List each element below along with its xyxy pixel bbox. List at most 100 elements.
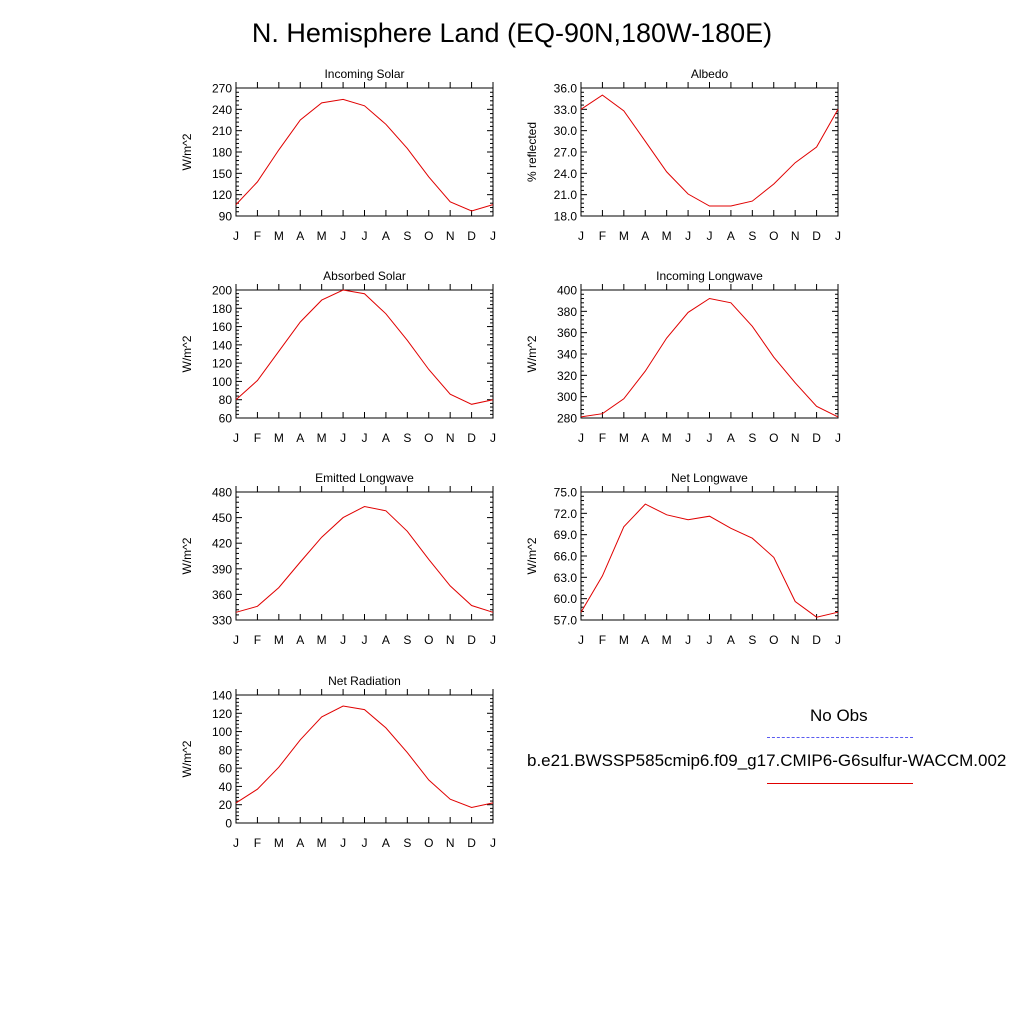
panel-title: Net Radiation [328,674,401,688]
x-tick-label: J [362,633,368,647]
x-tick-label: M [317,633,327,647]
y-axis-label: % reflected [525,122,539,182]
x-tick-label: S [748,633,756,647]
data-point [320,299,323,302]
x-tick-label: F [599,229,606,243]
data-point [449,393,452,396]
y-tick-label: 450 [212,511,232,525]
y-tick-label: 160 [212,320,232,334]
data-point [837,611,840,614]
data-point [687,192,690,195]
x-tick-label: M [662,633,672,647]
x-tick-label: O [424,836,433,850]
data-point [729,527,732,530]
data-point [299,321,302,324]
y-tick-label: 360 [557,326,577,340]
x-tick-label: J [490,431,496,445]
data-point [837,415,840,418]
data-point [708,515,711,518]
x-tick-label: O [424,431,433,445]
y-tick-label: 120 [212,707,232,721]
data-point [342,289,345,292]
y-axis-label: W/m^2 [180,133,194,170]
x-tick-label: A [296,229,304,243]
y-tick-label: 390 [212,562,232,576]
y-tick-label: 40 [219,780,233,794]
x-tick-label: A [641,229,649,243]
x-tick-label: M [619,431,629,445]
data-point [492,203,495,206]
data-point [320,536,323,539]
data-point [320,101,323,104]
data-point [299,738,302,741]
panel-title: Incoming Solar [324,67,404,81]
x-tick-label: A [296,836,304,850]
y-tick-label: 72.0 [554,507,578,521]
data-point [794,600,797,603]
y-tick-label: 150 [212,167,232,181]
data-point [665,337,668,340]
data-point [470,403,473,406]
panel-incoming-longwave: Incoming Longwave 280 300 320 340 360 380 400 J F… [525,269,841,445]
data-point [427,779,430,782]
panel-title: Emitted Longwave [315,471,414,485]
y-tick-label: 90 [219,210,233,224]
y-tick-label: 80 [219,743,233,757]
y-tick-label: 300 [557,390,577,404]
data-point [708,297,711,300]
data-point [299,560,302,563]
data-point [601,94,604,97]
data-point [363,292,366,295]
x-tick-label: S [748,431,756,445]
y-tick-label: 20 [219,798,233,812]
x-tick-label: M [619,229,629,243]
data-point [470,604,473,607]
y-tick-label: 18.0 [554,210,578,224]
x-tick-label: N [446,633,455,647]
data-point [580,415,583,418]
x-tick-label: A [382,431,390,445]
x-tick-label: M [662,431,672,445]
data-point [665,513,668,516]
x-tick-label: J [490,633,496,647]
x-tick-label: S [403,229,411,243]
y-tick-label: 340 [557,348,577,362]
x-tick-label: D [467,836,476,850]
y-tick-label: 60.0 [554,592,578,606]
x-tick-label: N [791,431,800,445]
data-point [644,503,647,506]
data-point [384,312,387,315]
y-tick-label: 120 [212,357,232,371]
data-point [665,170,668,173]
x-tick-label: A [382,633,390,647]
y-tick-label: 80 [219,393,233,407]
y-tick-label: 210 [212,124,232,138]
data-point [644,140,647,143]
data-point [815,146,818,149]
x-tick-label: J [233,431,239,445]
data-point [256,788,259,791]
data-point [815,405,818,408]
data-point [470,210,473,213]
data-point [449,200,452,203]
y-tick-label: 120 [212,188,232,202]
data-point [492,801,495,804]
x-tick-label: J [340,431,346,445]
data-point [794,161,797,164]
legend-label-obs: No Obs [810,706,868,725]
legend-line-obs [767,737,913,738]
x-tick-label: A [727,633,735,647]
x-tick-label: M [619,633,629,647]
x-tick-label: J [340,633,346,647]
x-tick-label: A [382,229,390,243]
x-tick-label: O [424,633,433,647]
x-tick-label: M [274,836,284,850]
x-tick-label: A [727,431,735,445]
data-point [363,708,366,711]
panel-title: Net Longwave [671,471,748,485]
x-tick-label: N [791,229,800,243]
data-point [687,518,690,521]
